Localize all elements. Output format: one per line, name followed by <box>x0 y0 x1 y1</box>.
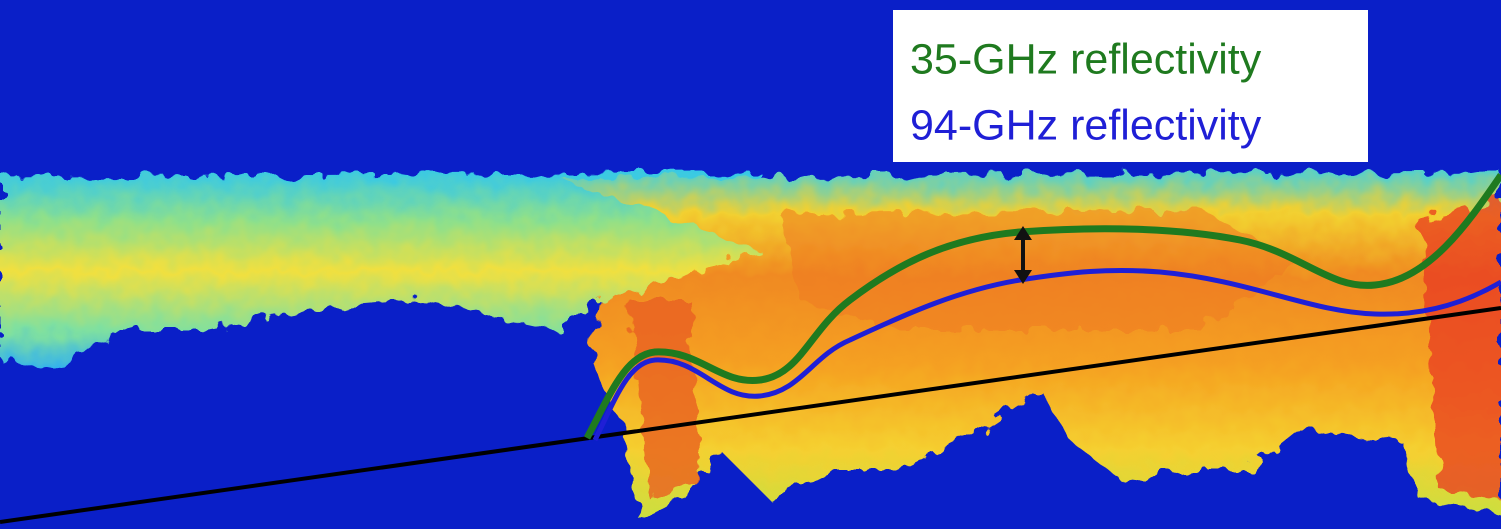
echo-field <box>0 172 1501 520</box>
reflectivity-line <box>592 267 1501 442</box>
legend-label: 35-GHz reflectivity <box>910 35 1262 83</box>
reference-line <box>0 306 1501 524</box>
legend-box <box>893 10 1368 162</box>
difference-arrow <box>1014 226 1032 284</box>
legend-label: 94-GHz reflectivity <box>910 101 1262 149</box>
reflectivity-line <box>583 173 1501 440</box>
